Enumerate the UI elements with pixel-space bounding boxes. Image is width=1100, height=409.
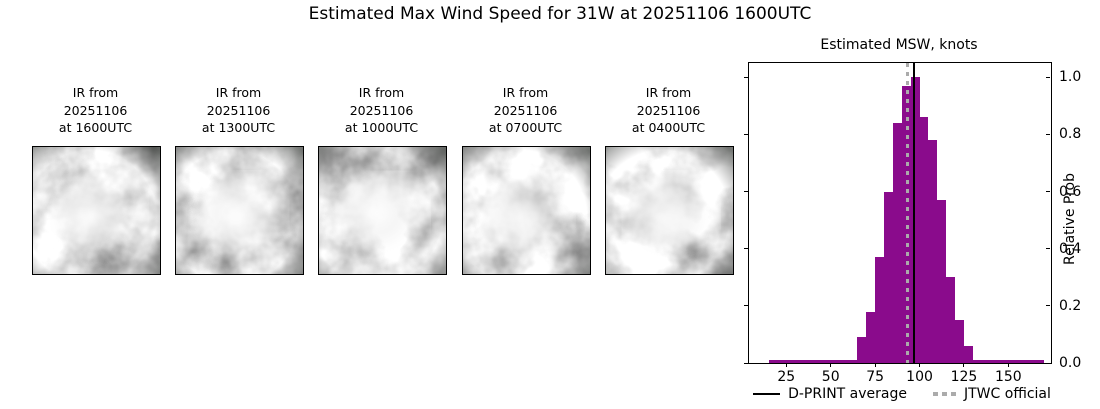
histogram-bar: [875, 257, 884, 363]
histogram-bar: [892, 123, 902, 363]
panel-label-line: at 0400UTC: [631, 120, 706, 135]
y-tick-label: 0.4: [1059, 240, 1082, 257]
panel-label-line: at 1300UTC: [201, 120, 276, 135]
y-tick-label: 0.0: [1059, 355, 1082, 371]
x-tick-mark: [919, 363, 921, 367]
y-tick-mark-right: [1046, 305, 1050, 307]
y-tick-mark-left: [744, 248, 748, 250]
x-tick-label: 100: [906, 369, 933, 385]
y-tick-mark-right: [1046, 133, 1050, 135]
panel-label-line: IR from: [502, 85, 549, 100]
panel-label-line: at 1600UTC: [58, 120, 133, 135]
ir-satellite-image-1300utc: [175, 146, 304, 275]
y-tick-mark-left: [744, 76, 748, 78]
legend-item-jtwc-official: JTWC official: [933, 386, 1051, 402]
x-tick-mark: [785, 363, 787, 367]
panel-label-line: IR from: [358, 85, 405, 100]
y-tick-mark-right: [1046, 76, 1050, 78]
x-tick-label: 25: [777, 369, 796, 385]
histogram-bar: [919, 117, 929, 363]
y-tick-mark-left: [744, 133, 748, 135]
x-tick-label: 50: [821, 369, 840, 385]
panel-label-1000utc: IR from 20251106 at 1000UTC: [317, 84, 446, 137]
panel-label-1600utc: IR from 20251106 at 1600UTC: [31, 84, 160, 137]
y-tick-label: 0.8: [1059, 126, 1082, 143]
y-tick-mark-left: [744, 305, 748, 307]
panel-label-0400utc: IR from 20251106 at 0400UTC: [604, 84, 733, 137]
histogram-bar: [857, 337, 867, 363]
histogram-bar: [928, 140, 938, 363]
panel-label-line: 20251106: [206, 102, 271, 118]
ir-satellite-image-0700utc: [462, 146, 591, 275]
panel-label-line: 20251106: [349, 102, 414, 118]
gray-dotted-swatch-icon: [933, 392, 956, 396]
histogram-plot-area: 25 50 75 100 125 150 0.0 0.2 0.4 0.6 0.8 1.0: [744, 62, 1081, 385]
panel-label-1300utc: IR from 20251106 at 1300UTC: [174, 84, 303, 137]
histogram-bar: [955, 320, 964, 363]
panel-label-0700utc: IR from 20251106 at 0700UTC: [461, 84, 590, 137]
x-tick-mark: [1007, 363, 1009, 367]
black-line-swatch-icon: [753, 393, 781, 395]
y-tick-mark-right: [1046, 362, 1050, 364]
legend-label: JTWC official: [964, 386, 1051, 402]
legend-label: D-PRINT average: [788, 386, 907, 402]
panel-label-line: 20251106: [63, 102, 128, 118]
y-axis-label: Relative Prob: [1062, 172, 1078, 266]
histogram-bar: [946, 277, 956, 363]
x-tick-label: 150: [994, 369, 1022, 385]
jtwc-official-line: [905, 63, 909, 363]
x-tick-mark: [830, 363, 832, 367]
legend-item-dprint-average: D-PRINT average: [753, 386, 907, 402]
panel-label-line: 20251106: [636, 102, 701, 118]
y-tick-mark-left: [744, 362, 748, 364]
panel-label-line: at 1000UTC: [344, 120, 419, 135]
panel-label-line: at 0700UTC: [488, 120, 563, 135]
panel-label-line: 20251106: [493, 102, 558, 118]
figure-title: Estimated Max Wind Speed for 31W at 2025…: [308, 4, 812, 24]
ir-satellite-image-1000utc: [318, 146, 447, 275]
histogram-bar: [963, 345, 973, 363]
chart-title: Estimated MSW, knots: [820, 37, 978, 53]
x-tick-label: 125: [950, 369, 978, 385]
ir-satellite-image-1600utc: [32, 146, 161, 275]
histogram-bar: [866, 311, 876, 363]
x-tick-mark: [963, 363, 965, 367]
panel-label-line: IR from: [215, 85, 262, 100]
legend: D-PRINT average JTWC official: [726, 383, 1078, 405]
y-tick-mark-right: [1046, 191, 1050, 193]
panel-label-line: IR from: [645, 85, 692, 100]
histogram-bar: [884, 191, 893, 363]
y-tick-label: 0.6: [1059, 183, 1082, 200]
dprint-average-line: [913, 63, 916, 363]
y-tick-label: 1.0: [1059, 69, 1082, 86]
x-tick-mark: [874, 363, 876, 367]
panel-label-line: IR from: [72, 85, 119, 100]
ir-satellite-image-0400utc: [605, 146, 734, 275]
histogram-bar: [937, 200, 947, 363]
y-tick-mark-left: [744, 191, 748, 193]
y-tick-label: 0.2: [1059, 297, 1082, 314]
x-tick-label: 75: [866, 369, 885, 385]
y-tick-mark-right: [1046, 248, 1050, 250]
